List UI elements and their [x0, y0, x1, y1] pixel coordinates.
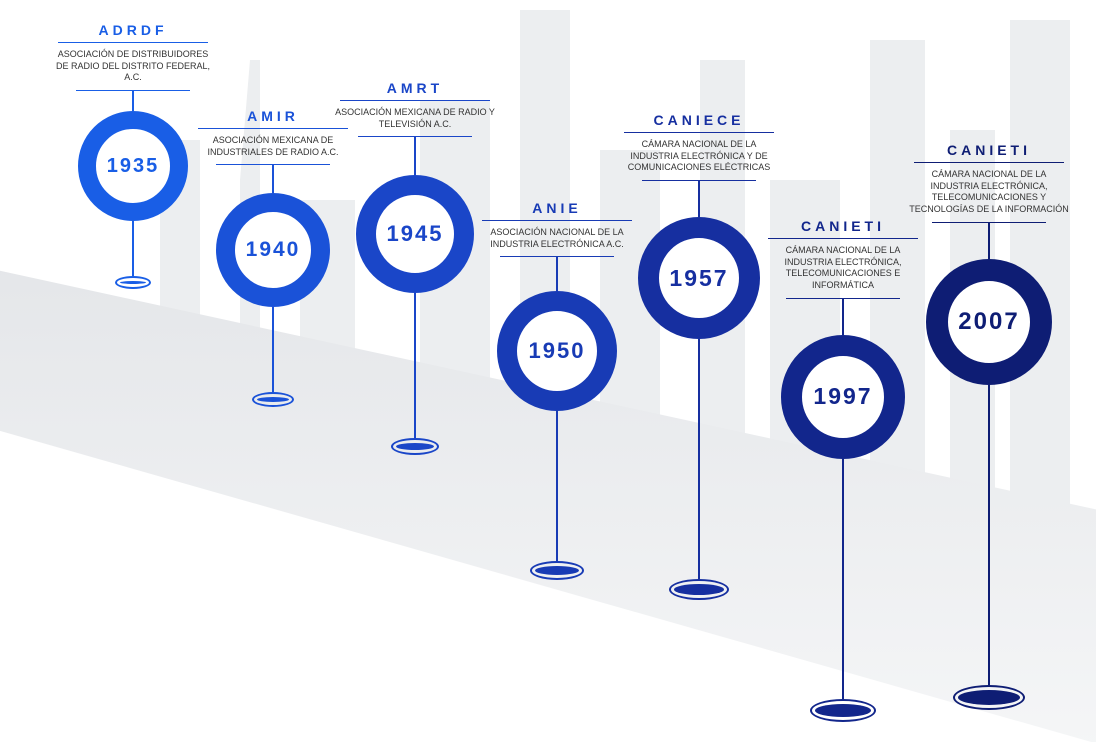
- connector-line: [556, 257, 558, 291]
- base-ellipse: [391, 438, 439, 455]
- year-medallion: 1945: [356, 175, 474, 293]
- base-ellipse: [669, 579, 729, 600]
- divider: [340, 100, 490, 101]
- connector-line: [132, 221, 134, 276]
- connector-line: [414, 293, 416, 438]
- item-acronym: ADRDF: [48, 22, 218, 42]
- divider: [768, 238, 918, 239]
- item-year: 1997: [813, 383, 872, 410]
- item-description: ASOCIACIÓN DE DISTRIBUIDORES DE RADIO DE…: [48, 49, 218, 90]
- base-ellipse: [252, 392, 294, 407]
- divider: [58, 42, 208, 43]
- connector-line: [988, 385, 990, 685]
- base-ellipse: [810, 699, 876, 722]
- year-medallion: 2007: [926, 259, 1052, 385]
- connector-line: [132, 91, 134, 111]
- item-year: 2007: [958, 308, 1019, 336]
- connector-line: [988, 223, 990, 259]
- divider: [482, 220, 632, 221]
- divider: [914, 162, 1064, 163]
- item-year: 1945: [387, 221, 444, 247]
- item-acronym: AMRT: [330, 80, 500, 100]
- item-year: 1957: [669, 265, 728, 292]
- divider: [198, 128, 348, 129]
- connector-line: [698, 181, 700, 217]
- connector-line: [556, 411, 558, 561]
- year-medallion: 1950: [497, 291, 617, 411]
- connector-line: [842, 299, 844, 335]
- item-year: 1940: [246, 238, 301, 262]
- item-description: CÁMARA NACIONAL DE LA INDUSTRIA ELECTRÓN…: [758, 245, 928, 298]
- base-ellipse: [953, 685, 1025, 710]
- connector-line: [698, 339, 700, 579]
- item-description: CÁMARA NACIONAL DE LA INDUSTRIA ELECTRÓN…: [614, 139, 784, 180]
- item-description: ASOCIACIÓN MEXICANA DE RADIO Y TELEVISIÓ…: [330, 107, 500, 136]
- timeline-item-1997: CANIETI CÁMARA NACIONAL DE LA INDUSTRIA E…: [758, 218, 928, 722]
- item-year: 1935: [107, 155, 160, 178]
- connector-line: [272, 165, 274, 193]
- year-medallion: 1935: [78, 111, 188, 221]
- divider: [624, 132, 774, 133]
- year-medallion: 1940: [216, 193, 330, 307]
- timeline-item-2007: CANIETI CÁMARA NACIONAL DE LA INDUSTRIA E…: [904, 142, 1074, 710]
- connector-line: [842, 459, 844, 699]
- timeline-infographic: ADRDF ASOCIACIÓN DE DISTRIBUIDORES DE RAD…: [0, 0, 1096, 742]
- year-medallion: 1997: [781, 335, 905, 459]
- connector-line: [414, 137, 416, 175]
- item-acronym: CANIETI: [904, 142, 1074, 162]
- item-year: 1950: [529, 338, 586, 364]
- base-ellipse: [530, 561, 584, 580]
- item-description: CÁMARA NACIONAL DE LA INDUSTRIA ELECTRÓN…: [904, 169, 1074, 222]
- item-acronym: CANIETI: [758, 218, 928, 238]
- connector-line: [272, 307, 274, 392]
- item-acronym: CANIECE: [614, 112, 784, 132]
- year-medallion: 1957: [638, 217, 760, 339]
- base-ellipse: [115, 276, 151, 289]
